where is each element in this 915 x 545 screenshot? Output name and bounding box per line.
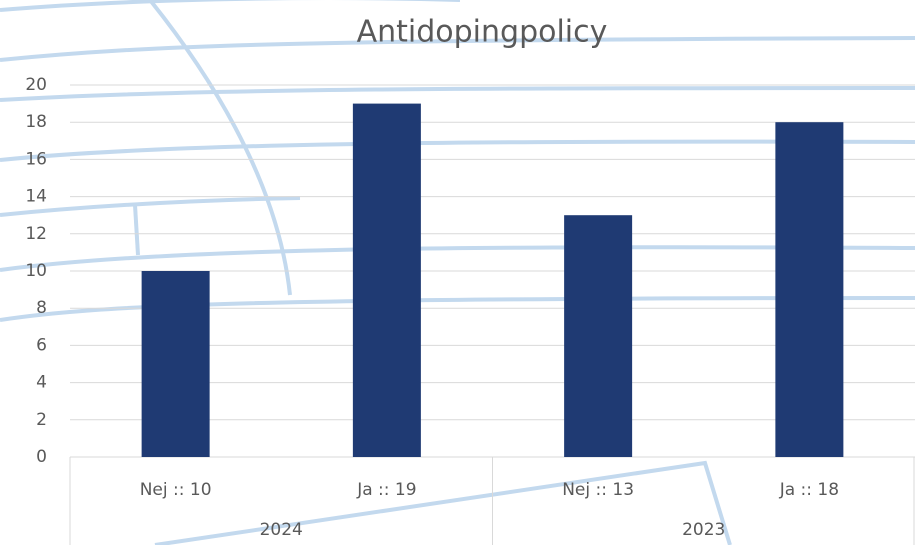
y-tick-label: 2: [36, 410, 47, 430]
y-tick-label: 8: [36, 298, 47, 318]
y-tick-label: 6: [36, 335, 47, 355]
group-label: 2024: [260, 520, 303, 540]
y-tick-label: 0: [36, 447, 47, 467]
bar: [352, 103, 421, 457]
y-tick-label: 10: [25, 261, 47, 281]
x-tick-label: Nej :: 10: [140, 480, 212, 500]
y-tick-label: 4: [36, 373, 47, 393]
bar: [775, 122, 844, 457]
y-tick-label: 12: [25, 224, 47, 244]
y-tick-label: 14: [25, 187, 47, 207]
bar: [141, 271, 210, 457]
y-tick-label: 18: [25, 112, 47, 132]
x-tick-label: Ja :: 19: [356, 480, 416, 500]
x-tick-label: Ja :: 18: [779, 480, 839, 500]
y-tick-label: 16: [25, 149, 47, 169]
y-tick-label: 20: [25, 75, 47, 95]
bar: [564, 215, 633, 457]
group-label: 2023: [682, 520, 725, 540]
chart-title: Antidopingpolicy: [357, 15, 608, 50]
x-tick-label: Nej :: 13: [562, 480, 634, 500]
